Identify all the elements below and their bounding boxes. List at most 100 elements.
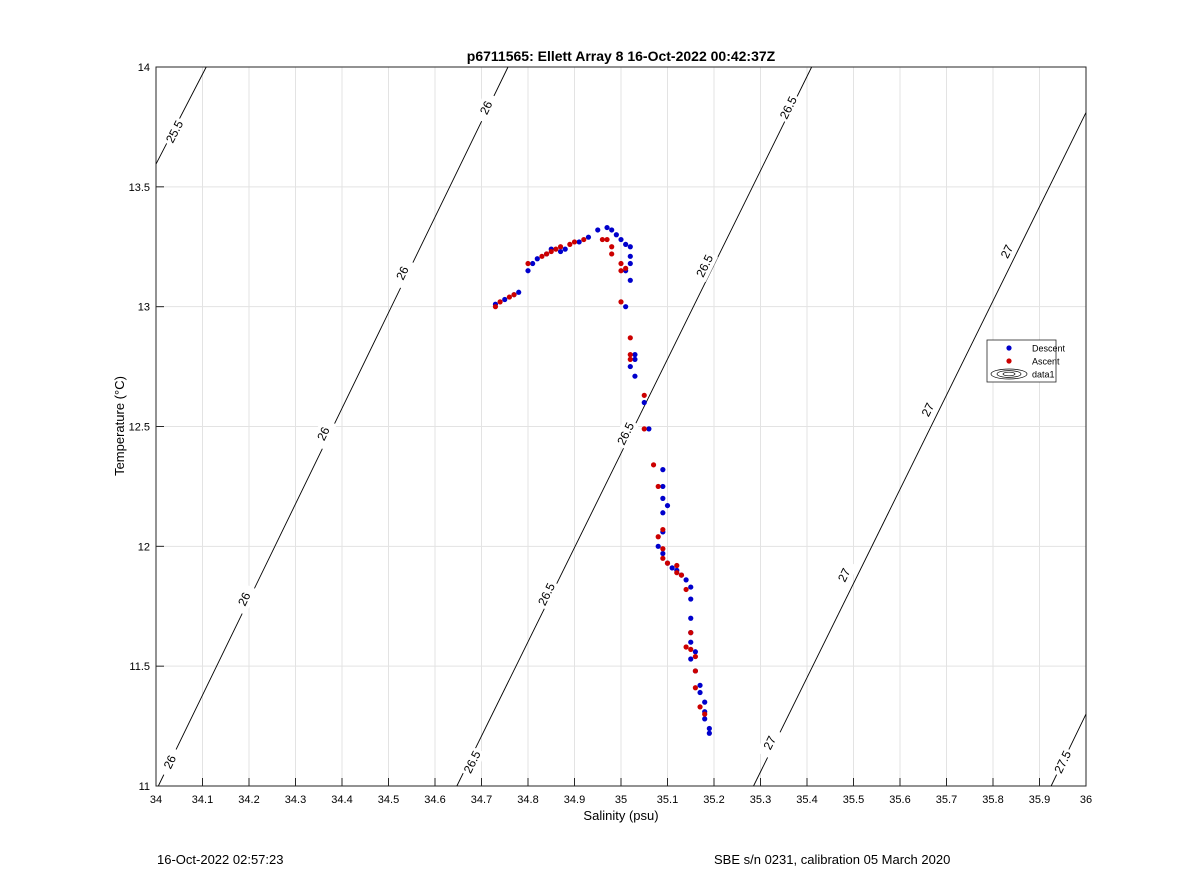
x-tick-label: 34.6	[424, 794, 445, 806]
data-point	[692, 649, 699, 655]
contour-label-bg	[161, 115, 189, 148]
data-point	[660, 526, 666, 533]
data-point	[525, 260, 531, 267]
density-contour-line	[155, 66, 207, 165]
x-tick-label: 34	[150, 794, 162, 806]
data-point	[544, 251, 550, 257]
data-point	[702, 716, 708, 722]
x-tick-label: 35.5	[843, 794, 864, 806]
data-point	[688, 639, 694, 645]
data-point	[627, 352, 633, 358]
contour-label: 26	[314, 424, 333, 442]
contour-label: 26	[477, 98, 496, 116]
data-point	[646, 426, 652, 432]
data-point	[664, 502, 671, 509]
data-point	[627, 356, 633, 362]
contour-label: 26	[393, 264, 412, 282]
density-contour-line	[753, 112, 1087, 787]
legend-contour-icon	[990, 368, 1028, 380]
data-point	[553, 246, 559, 252]
data-point	[618, 268, 624, 274]
data-point	[609, 251, 615, 257]
legend-box	[986, 339, 1057, 383]
y-tick-label: 11.5	[129, 661, 150, 673]
contour-label: 27	[998, 242, 1017, 260]
data-point	[567, 241, 573, 247]
x-tick-label: 35.1	[657, 794, 678, 806]
data-point	[618, 236, 624, 243]
data-point	[492, 304, 499, 310]
contour-label: 26	[235, 590, 254, 608]
legend-contour-icon	[996, 370, 1022, 378]
data-point	[632, 352, 638, 358]
data-point	[683, 577, 689, 583]
data-point	[660, 555, 666, 561]
x-axis-label: Salinity (psu)	[583, 808, 658, 823]
data-point	[683, 586, 689, 593]
data-point	[623, 265, 629, 271]
data-point	[683, 644, 689, 650]
data-point	[534, 256, 540, 262]
data-point	[706, 725, 712, 732]
series-ascent	[492, 236, 708, 717]
contour-label-bg	[993, 235, 1021, 268]
contour-label-bg	[533, 578, 560, 611]
contour-label-bg	[612, 417, 640, 450]
data-point	[548, 248, 554, 255]
data-point	[627, 277, 633, 283]
legend-label: Ascent	[1032, 357, 1060, 367]
x-tick-label: 34.9	[564, 794, 585, 806]
contour-label: 27	[835, 566, 854, 584]
data-point	[692, 685, 699, 691]
data-point	[599, 236, 606, 243]
data-point	[581, 236, 587, 243]
contour-label-bg	[310, 417, 337, 450]
x-tick-label: 35.4	[796, 794, 817, 806]
data-point	[688, 656, 694, 662]
data-point	[660, 550, 666, 557]
data-point	[571, 239, 578, 245]
data-point	[562, 246, 568, 252]
data-point	[664, 560, 671, 566]
data-point	[650, 462, 657, 468]
data-point	[660, 483, 666, 490]
contour-label-bg	[691, 249, 719, 283]
x-tick-label: 35.2	[703, 794, 724, 806]
data-point	[702, 711, 708, 717]
density-contours: 25.5262626262626.526.526.526.526.5272727…	[155, 66, 1087, 787]
data-point	[627, 253, 633, 259]
contour-label-bg	[472, 91, 500, 124]
data-point	[692, 668, 699, 674]
data-point	[539, 253, 545, 259]
data-point	[660, 546, 666, 552]
data-point	[623, 304, 629, 310]
data-point	[688, 630, 694, 636]
data-point	[674, 570, 680, 576]
contour-label-bg	[1049, 745, 1077, 779]
footer-timestamp: 16-Oct-2022 02:57:23	[157, 852, 284, 867]
data-point	[609, 227, 615, 233]
contour-label-bg	[156, 745, 184, 779]
x-tick-label: 34.2	[238, 794, 259, 806]
data-point	[641, 426, 647, 432]
data-point	[674, 562, 680, 569]
data-point	[655, 534, 661, 540]
legend: Descent Ascent data1	[986, 339, 1066, 383]
contour-label: 26	[161, 753, 180, 771]
data-point	[516, 289, 522, 295]
data-point	[660, 467, 666, 473]
legend-marker	[1006, 358, 1012, 364]
data-point	[627, 363, 633, 370]
footer-calibration: SBE s/n 0231, calibration 05 March 2020	[714, 852, 951, 867]
data-point	[641, 392, 647, 398]
data-point	[669, 565, 675, 571]
x-tick-label: 35.9	[1029, 794, 1050, 806]
data-point	[595, 227, 601, 233]
contour-label-bg	[756, 726, 784, 759]
data-point	[688, 596, 694, 602]
data-point	[697, 704, 703, 710]
x-tick-label: 36	[1080, 794, 1092, 806]
data-point	[502, 296, 508, 303]
x-tick-label: 34.1	[192, 794, 213, 806]
y-axis-label: Temperature (°C)	[112, 376, 127, 476]
